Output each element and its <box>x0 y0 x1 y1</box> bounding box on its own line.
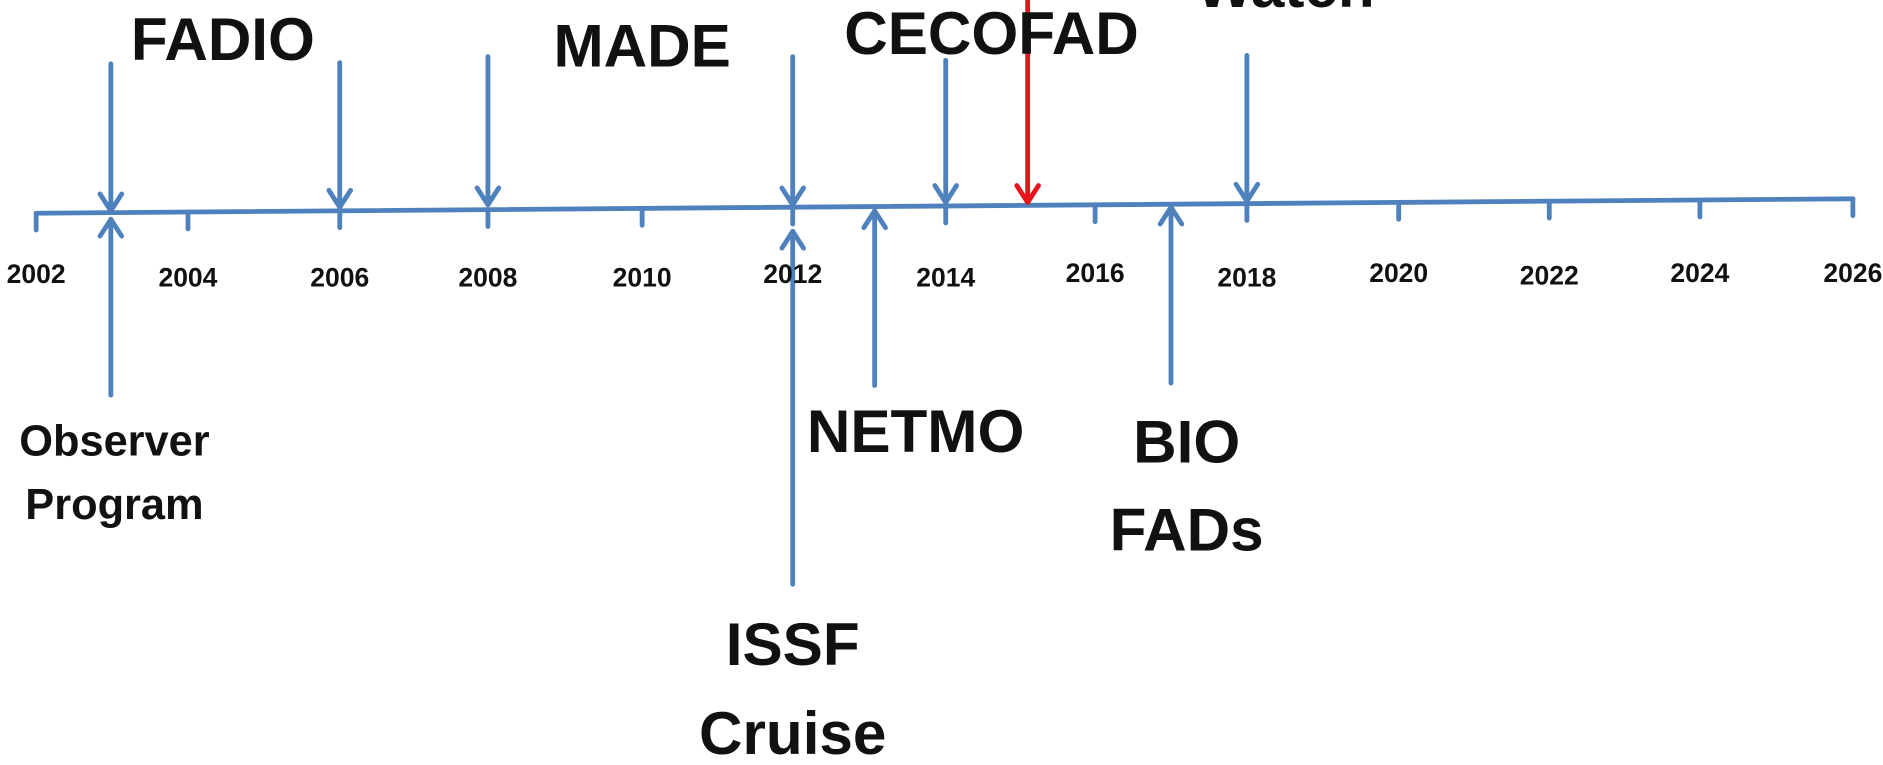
year-label: 2002 <box>7 259 66 289</box>
arrow <box>97 216 125 398</box>
year-label: 2022 <box>1520 260 1579 290</box>
arrow-head <box>932 183 959 205</box>
labels: 2002 2004 2006 2008 2010 2012 2014 2016 2018 2020… <box>7 0 1883 765</box>
arrows <box>97 0 1261 587</box>
year-label: 2024 <box>1670 258 1729 288</box>
event-label: FADIO <box>131 5 315 73</box>
arrow <box>779 228 806 587</box>
arrow-head <box>861 208 888 231</box>
event-label: Program <box>25 481 203 529</box>
year-label: 2008 <box>458 263 517 293</box>
arrow-head <box>474 185 502 208</box>
event-label: Cruise <box>699 699 886 765</box>
arrow <box>1014 0 1041 205</box>
arrow-head <box>326 187 353 210</box>
arrow-head <box>779 185 806 208</box>
year-label: 2010 <box>613 263 672 293</box>
arrow <box>861 208 888 388</box>
event-label: CECOFAD <box>844 0 1138 67</box>
event-label: BIO <box>1133 408 1240 476</box>
year-label: 2006 <box>310 263 369 293</box>
year-label: 2016 <box>1066 258 1125 288</box>
event-label: ISSF <box>726 610 860 678</box>
event-label: NETMO <box>807 397 1024 465</box>
axis <box>33 196 1856 233</box>
arrow <box>779 54 806 208</box>
arrow <box>932 57 959 205</box>
year-label: 2026 <box>1823 258 1882 288</box>
event-label: Watch <box>1196 0 1374 20</box>
event-label: Observer <box>19 417 210 465</box>
arrow-head <box>97 216 125 239</box>
year-label: 2014 <box>916 263 975 293</box>
arrow <box>1233 53 1261 204</box>
event-label: MADE <box>553 11 730 79</box>
arrow-head <box>1014 183 1041 205</box>
event-label: FADs <box>1110 496 1264 564</box>
year-label: 2020 <box>1369 258 1428 288</box>
arrow <box>474 54 502 208</box>
arrow-head <box>1233 181 1261 204</box>
arrow <box>1157 204 1185 386</box>
arrow <box>326 60 353 210</box>
arrow-head <box>779 228 806 251</box>
year-label: 2012 <box>763 259 822 289</box>
year-label: 2004 <box>158 263 217 293</box>
arrow-head <box>1157 204 1185 227</box>
arrow <box>97 61 125 214</box>
arrow-head <box>97 191 125 214</box>
year-label: 2018 <box>1217 263 1276 293</box>
